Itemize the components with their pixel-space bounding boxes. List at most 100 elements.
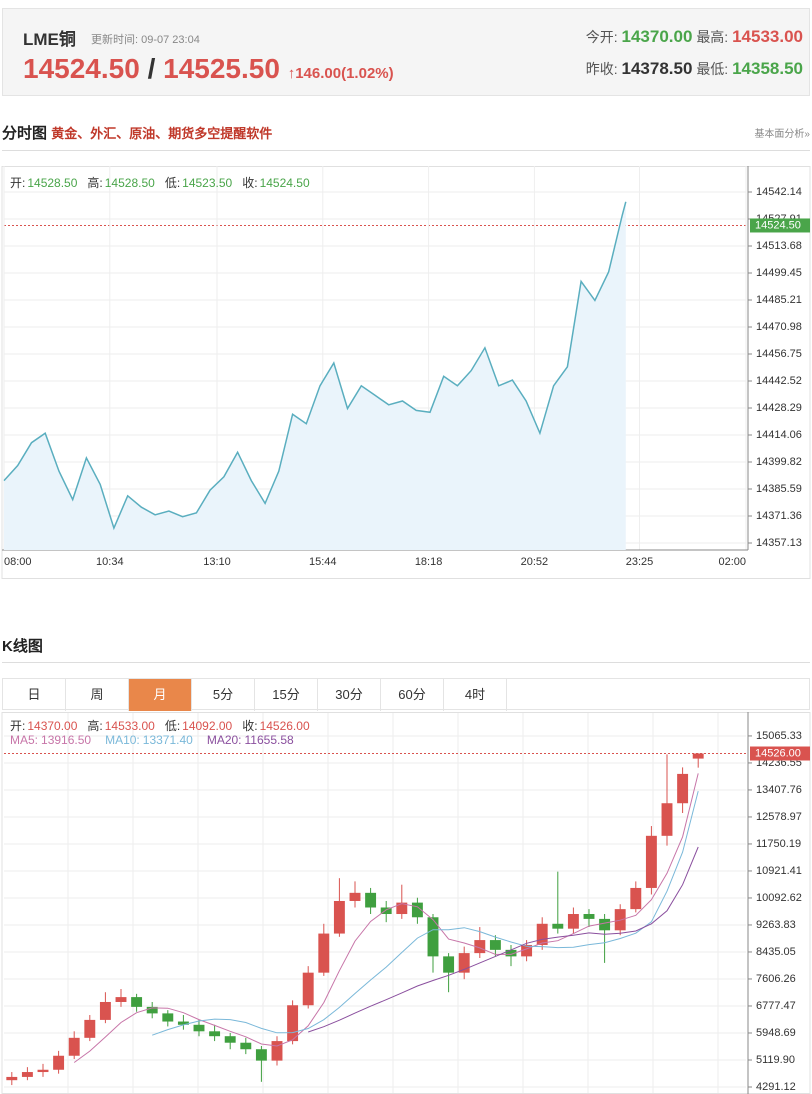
candle-body (427, 917, 439, 957)
candle-body (177, 1021, 189, 1025)
info-value: 14370.00 (27, 719, 78, 733)
y-tick-label: 5119.90 (756, 1054, 795, 1066)
y-tick-label: 15065.33 (756, 730, 802, 742)
tab[interactable]: 月 (129, 679, 192, 711)
info-label: 收: (242, 176, 258, 190)
x-tick-label: 13:10 (203, 556, 231, 568)
info-value: 14092.00 (182, 719, 233, 733)
y-tick-label: 14542.14 (756, 186, 802, 198)
tab[interactable]: 日 (3, 679, 66, 711)
ma-line (152, 790, 699, 1036)
separator: / (147, 53, 156, 84)
candle-body (365, 892, 377, 908)
candle-body (318, 933, 330, 973)
info-value: 14528.50 (27, 176, 78, 190)
divider (2, 150, 810, 151)
stat-value: 14378.50 (621, 59, 693, 78)
candle-body (37, 1069, 49, 1073)
legend-value: 13371.40 (142, 733, 193, 747)
y-tick-label: 14470.98 (756, 321, 802, 333)
info-label: 低: (164, 176, 181, 190)
tab[interactable]: 30分 (318, 679, 381, 711)
y-tick-label: 14428.29 (756, 402, 802, 414)
candle-body (99, 1001, 111, 1020)
tab-bar: 日周月 5分 15分 30分 60分 4时 (2, 678, 810, 711)
candle-body (68, 1037, 80, 1056)
y-tick-label: 5948.69 (756, 1027, 796, 1039)
tab[interactable]: 4时 (444, 679, 507, 711)
x-tick-label: 02:00 (718, 556, 746, 568)
ma-line (73, 773, 699, 1063)
y-tick-label: 14399.82 (756, 456, 802, 468)
candle-body (692, 753, 704, 759)
tab[interactable]: 周 (66, 679, 129, 711)
y-tick-label: 14456.75 (756, 348, 802, 360)
y-tick-label: 14371.36 (756, 510, 802, 522)
last-price-box (750, 746, 810, 761)
candle-body (489, 940, 501, 950)
kline-info: 开: 14370.00 高: 14533.00 低: 14092.00 收: 14526.00 (10, 717, 320, 734)
candle-body (349, 892, 361, 901)
candle-body (333, 900, 345, 934)
info-value: 14526.00 (259, 719, 310, 733)
candle-body (6, 1076, 18, 1081)
ask: 14525.50 (163, 53, 280, 84)
info-label: 低: (164, 719, 181, 733)
kline-chart: 4291.12 5119.90 5948.69 6777.47 7606.26 8435.… (1, 712, 811, 1094)
intraday-info: 开: 14528.50 高: 14528.50 低: 14523.50 收: 14524.50 (10, 174, 320, 191)
candle-body (474, 940, 486, 954)
candle-body (536, 923, 548, 945)
section-title: 分时图 黄金、外汇、原油、期货多空提醒软件 (2, 122, 272, 143)
candle-body (115, 997, 127, 1002)
stat-label: 昨收: (585, 61, 618, 77)
price-area (4, 201, 626, 551)
tab[interactable]: 15分 (255, 679, 318, 711)
tab[interactable]: 60分 (381, 679, 444, 711)
section-title: K线图 (2, 638, 43, 655)
candle-body (240, 1042, 252, 1050)
stat-value: 14370.00 (621, 27, 693, 46)
tab[interactable]: 5分 (192, 679, 255, 711)
candle-body (552, 923, 564, 929)
candle-body (443, 956, 455, 973)
candle-body (84, 1019, 96, 1038)
stat-label: 最高: (696, 29, 729, 45)
promo-link[interactable]: 黄金、外汇、原油、期货多空提醒软件 (51, 126, 273, 141)
y-tick-label: 14414.06 (756, 429, 802, 441)
legend-value: 13916.50 (41, 733, 92, 747)
info-label: 开: (10, 176, 26, 190)
bid: 14524.50 (23, 53, 140, 84)
last-price-label: 14524.50 (755, 219, 801, 231)
ma-line (308, 846, 699, 1033)
y-tick-label: 14513.68 (756, 240, 802, 252)
y-tick-label: 14499.45 (756, 267, 802, 279)
y-tick-label: 4291.12 (756, 1081, 796, 1093)
candle-body (458, 953, 470, 973)
y-tick-label: 7606.26 (756, 973, 796, 985)
info-label: 收: (242, 719, 258, 733)
candle-body (53, 1055, 65, 1070)
candle-body (21, 1072, 33, 1077)
info-value: 14524.50 (259, 176, 310, 190)
x-tick-label: 18:18 (415, 556, 443, 568)
candle-body (661, 803, 673, 836)
candle-body (287, 1005, 299, 1042)
y-tick-label: 10921.41 (756, 865, 802, 877)
analysis-link[interactable]: 基本面分析» (754, 129, 810, 140)
candle-body (505, 949, 517, 957)
price-line (3, 201, 627, 531)
y-tick-label: 14357.13 (756, 537, 802, 549)
chart-frame (1, 166, 811, 579)
last-price-label: 14526.00 (755, 747, 801, 759)
x-tick-label: 15:44 (309, 556, 337, 568)
quote-title: LME铜 (23, 30, 76, 49)
candle-body (599, 918, 611, 931)
y-tick-label: 8435.05 (756, 946, 796, 958)
section-title-text: 分时图 (2, 125, 48, 142)
candle-body (255, 1049, 267, 1061)
candle-body (567, 914, 579, 929)
y-tick-label: 14385.59 (756, 483, 802, 495)
candle-body (146, 1006, 158, 1014)
change: 146.00(1.02%) (295, 65, 394, 82)
